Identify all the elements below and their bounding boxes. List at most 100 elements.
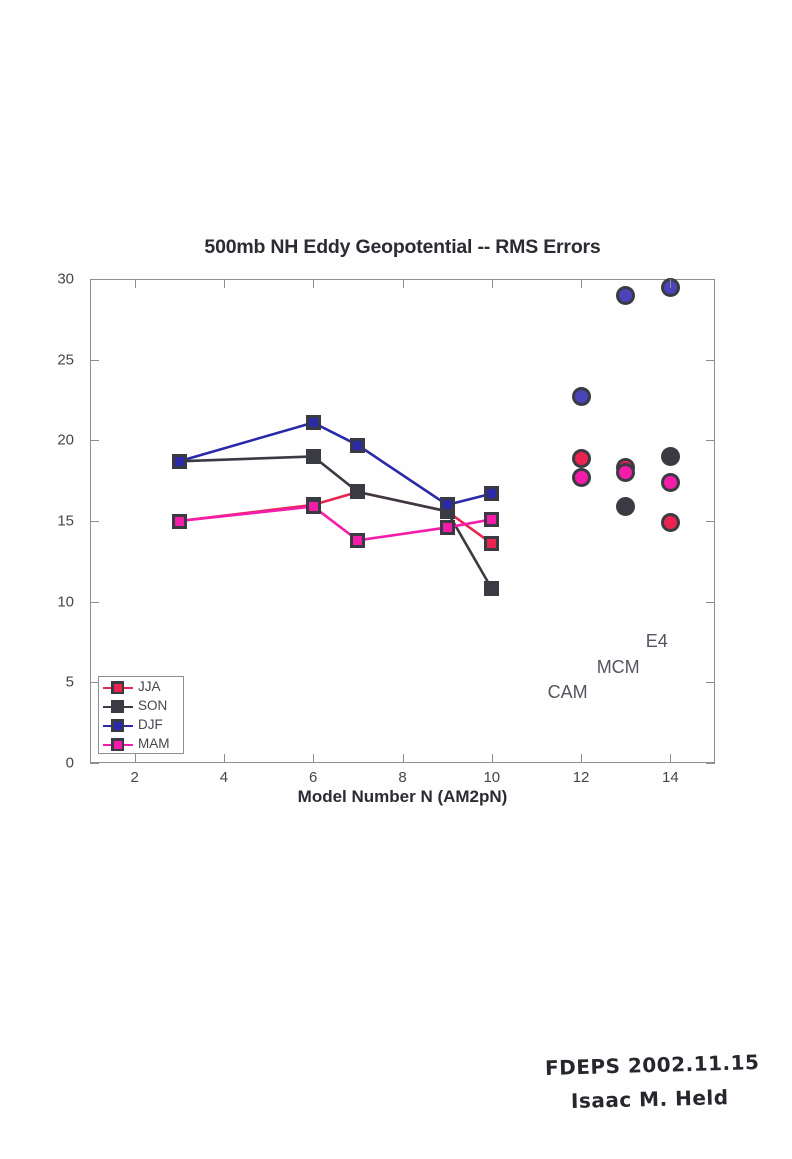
- x-tick-label-4: 4: [219, 769, 229, 786]
- marker-son-n6: [305, 448, 321, 464]
- scatter-dot-e4-son: [660, 446, 680, 466]
- x-tick-label-2: 2: [130, 769, 139, 786]
- marker-fill: [353, 535, 363, 545]
- handwritten-annotation: FDEPS 2002.11.15 Isaac M. Held: [545, 1050, 780, 1113]
- legend-marker-fill: [113, 740, 122, 749]
- legend-label: MAM: [138, 736, 170, 752]
- marker-fill: [442, 522, 452, 532]
- x-tick-top-2: [134, 279, 136, 288]
- series-line-djf: [178, 421, 493, 507]
- y-tick-label-10: 10: [57, 593, 74, 611]
- marker-mam-n3: [171, 513, 187, 529]
- page-title: 500mb NH Eddy Geopotential -- RMS Errors: [204, 236, 601, 258]
- x-tick-label-12: 12: [572, 769, 590, 786]
- figure-chart: 500mb NH Eddy Geopotential -- RMS Errors…: [57, 236, 715, 806]
- marker-jja-n10: [484, 536, 500, 552]
- y-tick-25: [90, 359, 99, 361]
- x-tick-top-4: [223, 279, 225, 288]
- legend-item-djf[interactable]: DJF: [99, 716, 183, 734]
- scatter-dot-mcm-mam: [616, 463, 636, 483]
- legend-marker-fill: [113, 702, 122, 711]
- scatter-dot-mcm-son: [616, 496, 636, 516]
- legend-item-jja[interactable]: JJA: [99, 678, 183, 696]
- legend-item-mam[interactable]: MAM: [99, 735, 183, 753]
- marker-djf-n10: [484, 486, 500, 502]
- y-tick-label-30: 30: [57, 270, 74, 288]
- marker-mam-n9: [439, 519, 455, 535]
- scatter-dot-cam-mam: [571, 467, 591, 487]
- scatter-dot-cam-djf: [571, 387, 591, 407]
- annotation-cam: CAM: [547, 682, 588, 703]
- marker-mam-n7: [350, 532, 366, 548]
- scatter-dot-fill: [574, 451, 588, 465]
- y-tick-right-30: [706, 279, 715, 280]
- scatter-dot-fill: [574, 390, 588, 404]
- scatter-dot-mcm-djf: [616, 285, 636, 305]
- legend-marker-fill: [113, 683, 122, 692]
- scatter-dot-e4-jja: [660, 513, 680, 533]
- legend-marker-fill: [113, 721, 122, 730]
- y-tick-10: [90, 601, 99, 603]
- legend-label: SON: [138, 698, 168, 714]
- marker-fill: [487, 584, 497, 594]
- scatter-dot-fill: [574, 470, 588, 484]
- marker-son-n7: [350, 484, 366, 500]
- marker-djf-n9: [439, 497, 455, 513]
- y-tick-right-20: [706, 440, 715, 442]
- legend-marker: [111, 700, 124, 713]
- marker-fill: [487, 514, 497, 524]
- y-tick-5: [90, 682, 99, 684]
- y-tick-15: [90, 521, 99, 522]
- x-axis-title: Model Number N (AM2pN): [297, 787, 508, 806]
- legend-marker: [111, 738, 124, 751]
- y-tick-label-0: 0: [65, 754, 74, 772]
- x-tick-top-10: [491, 279, 493, 288]
- marker-djf-n7: [350, 437, 366, 453]
- marker-fill: [487, 539, 497, 549]
- x-tick-top-12: [581, 279, 583, 288]
- marker-djf-n3: [171, 453, 187, 469]
- handwritten-event-date: FDEPS 2002.11.15: [544, 1050, 760, 1080]
- marker-fill: [442, 500, 452, 510]
- legend-label: DJF: [138, 717, 163, 733]
- marker-fill: [308, 451, 318, 461]
- x-tick-14: [670, 754, 672, 763]
- scatter-dot-fill: [619, 499, 633, 513]
- legend-swatch-jja: [103, 679, 133, 695]
- x-tick-label-8: 8: [398, 769, 407, 786]
- scatter-dot-fill: [619, 288, 633, 302]
- marker-son-n10: [484, 581, 500, 597]
- legend-swatch-son: [103, 698, 133, 714]
- y-tick-label-20: 20: [57, 431, 74, 449]
- chart-legend: JJA SON DJF MAM: [98, 676, 184, 754]
- y-tick-right-10: [706, 601, 715, 603]
- scatter-dot-fill: [663, 516, 677, 530]
- x-tick-top-8: [402, 279, 404, 288]
- legend-marker: [111, 719, 124, 732]
- y-tick-label-25: 25: [57, 351, 74, 369]
- marker-fill: [308, 501, 318, 511]
- marker-djf-n6: [305, 415, 321, 431]
- marker-fill: [487, 489, 497, 499]
- scatter-dot-fill: [663, 449, 677, 463]
- plot-area: E4 MCM CAM: [90, 277, 715, 764]
- y-tick-label-15: 15: [57, 512, 74, 530]
- scatter-dot-e4-mam: [660, 472, 680, 492]
- x-tick-12: [581, 754, 583, 763]
- scatter-dot-fill: [619, 466, 633, 480]
- handwritten-author: Isaac M. Held: [570, 1085, 729, 1113]
- marker-fill: [174, 456, 184, 466]
- y-tick-label-5: 5: [65, 673, 74, 691]
- x-tick-4: [223, 754, 225, 763]
- x-tick-6: [313, 754, 315, 763]
- annotation-e4: E4: [645, 630, 668, 651]
- x-tick-label-6: 6: [309, 769, 318, 786]
- legend-item-son[interactable]: SON: [99, 697, 183, 715]
- marker-fill: [174, 516, 184, 526]
- x-tick-10: [491, 754, 493, 763]
- marker-mam-n6: [305, 498, 321, 514]
- legend-swatch-mam: [103, 736, 133, 752]
- annotation-mcm: MCM: [596, 656, 640, 677]
- y-tick-right-0: [706, 763, 715, 764]
